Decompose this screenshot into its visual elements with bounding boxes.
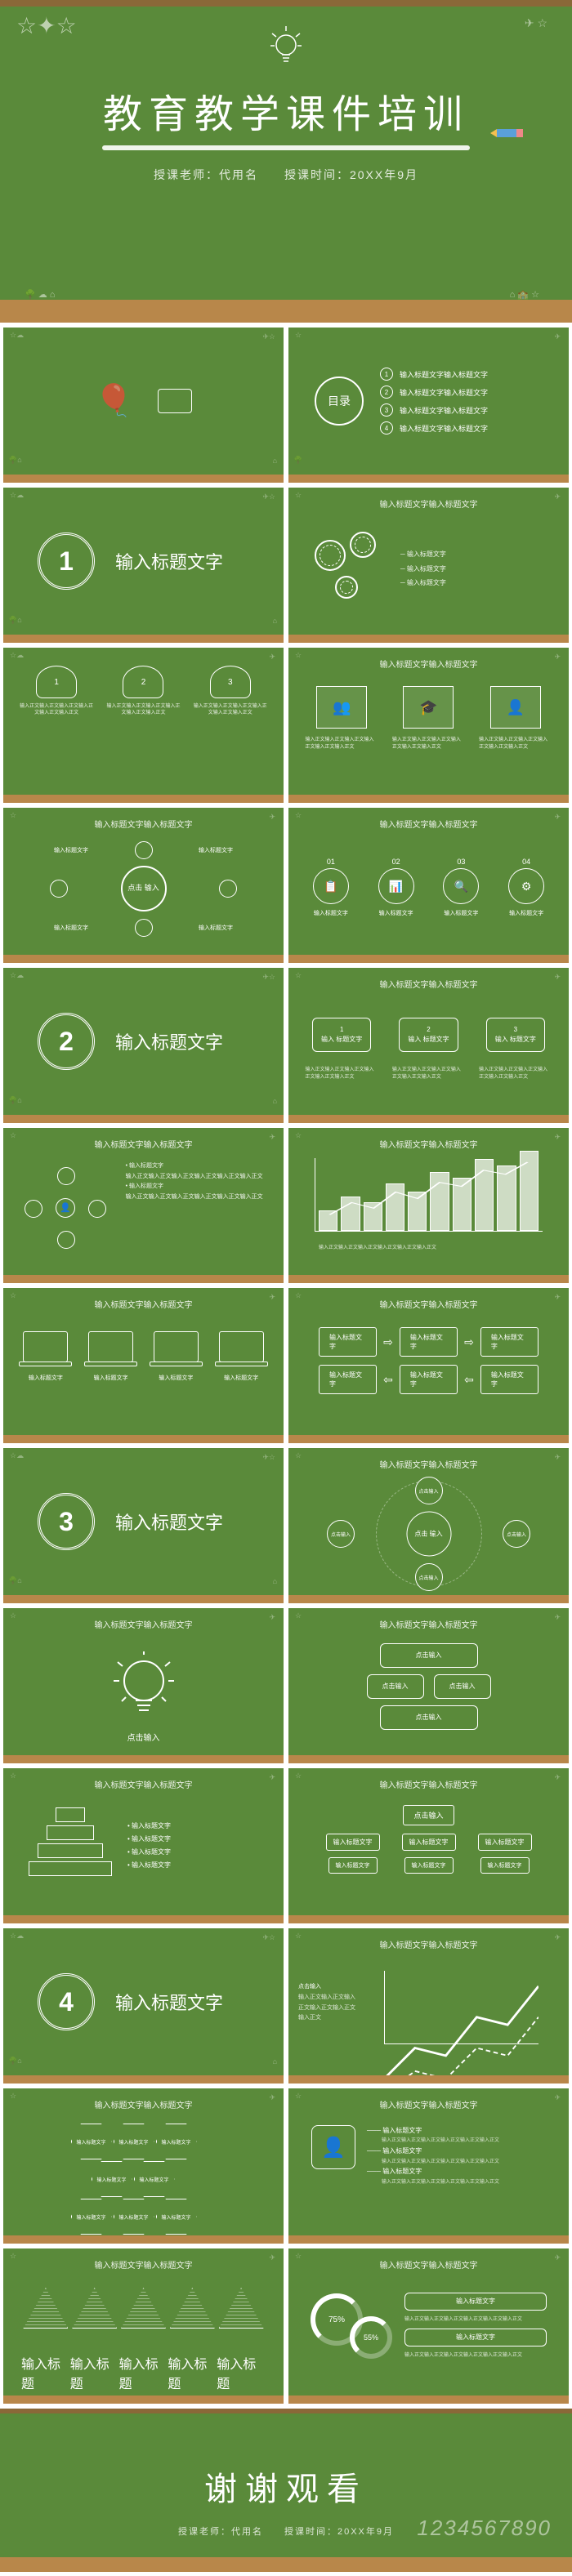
balloon-icon: 🎈 <box>95 383 133 419</box>
slide-triangles: ☆✈ 输入标题文字输入标题文字 输入标题输入标题输入标题输入标题输入标题 <box>3 2248 284 2404</box>
hero-slide: ☆✦☆ ✈ ☆ 教育教学课件培训 授课老师：代用名 授课时间：20XX年9月 🌳… <box>0 0 572 323</box>
network-icon: 👤 <box>25 1167 106 1249</box>
laptop-icon <box>219 1331 264 1362</box>
slide-header: 输入标题文字输入标题文字 <box>298 2258 559 2271</box>
slide-intro: ☆☁✈☆🌳⌂⌂ 🎈 <box>3 328 284 483</box>
hexagon-grid: 输入标题文字输入标题文字输入标题文字 输入标题文字输入标题文字 输入标题文字输入… <box>70 2123 217 2235</box>
slide-three-shapes: ☆☁✈ 1输入正文输入正文输入正文输入正文输入正文输入正文 2输入正文输入正文输… <box>3 648 284 803</box>
deco-hill-right: ⌂ 🏫 ☆ <box>510 289 539 300</box>
hero-title: 教育教学课件培训 <box>0 82 572 139</box>
slide-donuts: ☆✈ 输入标题文字输入标题文字 75% 55% 输入标题文字 输入正文输入正文输… <box>288 2248 569 2404</box>
section-title-text: 输入标题文字 <box>115 1509 223 1535</box>
slide-header: 输入标题文字输入标题文字 <box>298 1938 559 1950</box>
laptop-icon <box>154 1331 199 1362</box>
slide-header: 输入标题文字输入标题文字 <box>13 818 274 830</box>
slide-hierarchy: ☆✈ 输入标题文字输入标题文字 点击输入 输入标题文字 输入标题文字 输入标题文… <box>288 1768 569 1923</box>
slide-header: 输入标题文字输入标题文字 <box>298 497 559 510</box>
slide-3boxes: ☆✈ 输入标题文字输入标题文字 1输入 标题文字 2输入 标题文字 3输入 标题… <box>288 968 569 1123</box>
box-3: 3输入 标题文字 <box>486 1018 545 1052</box>
slide-header: 输入标题文字输入标题文字 <box>298 1618 559 1630</box>
slide-four-circles: ☆✈ 输入标题文字输入标题文字 01📋输入标题文字 02📊输入标题文字 03🔍输… <box>288 808 569 963</box>
section-title-text: 输入标题文字 <box>115 1989 223 2015</box>
slide-laptops: ☆✈ 输入标题文字输入标题文字 输入标题文字输入标题文字 输入标题文字输入标题文… <box>3 1288 284 1443</box>
slide-header: 输入标题文字输入标题文字 <box>298 1778 559 1790</box>
slide-flow: ☆✈ 输入标题文字输入标题文字 输入标题文字⇨输入标题文字⇨输入标题文字 输入标… <box>288 1288 569 1443</box>
laptop-icon <box>88 1331 133 1362</box>
deco-stars: ☆✦☆ <box>16 12 77 39</box>
footer-numbers: 1234567890 <box>417 2516 552 2541</box>
bar-chart <box>298 1158 559 1240</box>
deco-hill-left: 🌳 ☁ ⌂ <box>25 289 55 300</box>
slide-header: 输入标题文字输入标题文字 <box>298 978 559 990</box>
sq-1: 👥 <box>316 686 367 729</box>
line-chart <box>384 1971 538 2044</box>
slide-user-branch: ☆✈ 输入标题文字输入标题文字 👤 ─── 输入标题文字 输入正文输入正文输入正… <box>288 2088 569 2244</box>
shape-3: 3 <box>210 666 251 698</box>
hero-subtitle: 授课老师：代用名 授课时间：20XX年9月 <box>0 167 572 183</box>
slide-header: 输入标题文字输入标题文字 <box>13 2258 274 2271</box>
slide-header: 输入标题文字输入标题文字 <box>13 1618 274 1630</box>
slide-stack: ☆✈ 输入标题文字输入标题文字 点击输入 点击输入 点击输入 点击输入 <box>288 1608 569 1763</box>
sq-2: 🎓 <box>403 686 454 729</box>
shape-1: 1 <box>36 666 77 698</box>
lightbulb-icon <box>270 25 302 74</box>
slide-three-squares: ☆✈ 输入标题文字输入标题文字 👥 🎓 👤 输入正文输入正文输入正文输入正文输入… <box>288 648 569 803</box>
slide-section-3: ☆☁✈☆🌳⌂⌂ 3 输入标题文字 <box>3 1448 284 1603</box>
section-number: 4 <box>38 1973 95 2030</box>
slide-hexagons: ☆✈ 输入标题文字输入标题文字 输入标题文字输入标题文字输入标题文字 输入标题文… <box>3 2088 284 2244</box>
section-number: 2 <box>38 1013 95 1070</box>
laptop-icon <box>23 1331 68 1362</box>
gears-icon <box>311 532 384 605</box>
section-number: 1 <box>38 533 95 590</box>
sq-3: 👤 <box>490 686 541 729</box>
slide-header: 输入标题文字输入标题文字 <box>298 657 559 670</box>
slide-toc: ☆✈🌳 目录 1输入标题文字输入标题文字 2输入标题文字输入标题文字 3输入标题… <box>288 328 569 483</box>
slide-gears: ☆✈ 输入标题文字输入标题文字 ─ 输入标题文字 ─ 输入标题文字 ─ 输入标题… <box>288 488 569 643</box>
gear-branches: ─ 输入标题文字 ─ 输入标题文字 ─ 输入标题文字 <box>400 547 547 591</box>
slide-header: 输入标题文字输入标题文字 <box>298 2098 559 2110</box>
orbit-center: 点击 输入 <box>406 1512 451 1557</box>
slide-bulb: ☆✈ 输入标题文字输入标题文字 点击输入 <box>3 1608 284 1763</box>
slide-header: 输入标题文字输入标题文字 <box>298 1458 559 1470</box>
slide-line-chart: ☆✈ 输入标题文字输入标题文字 点击输入 输入正文输入正文输入正文输入正文输入正… <box>288 1928 569 2084</box>
section-number: 3 <box>38 1493 95 1550</box>
section-title-text: 输入标题文字 <box>115 548 223 574</box>
slide-header: 输入标题文字输入标题文字 <box>13 1778 274 1790</box>
slide-bar-chart: ☆✈ 输入标题文字输入标题文字 输入正文输入正文输入正文输入正文输入正文输入正文 <box>288 1128 569 1283</box>
slide-pyramid: ☆✈ 输入标题文字输入标题文字 • 输入标题文字 • 输入标题文字 • 输入标题… <box>3 1768 284 1923</box>
intro-box <box>158 389 192 413</box>
pencil-icon <box>490 127 523 135</box>
slide-grid: ☆☁✈☆🌳⌂⌂ 🎈 ☆✈🌳 目录 1输入标题文字输入标题文字 2输入标题文字输入… <box>0 323 572 2409</box>
shape-2: 2 <box>123 666 163 698</box>
slide-section-4: ☆☁✈☆🌳⌂⌂ 4 输入标题文字 <box>3 1928 284 2084</box>
footer-slide: 谢谢观看 授课老师：代用名 授课时间：20XX年9月 1234567890 <box>0 2409 572 2572</box>
box-1: 1输入 标题文字 <box>312 1018 371 1052</box>
slide-header: 输入标题文字输入标题文字 <box>298 818 559 830</box>
deco-plane: ✈ ☆ <box>525 16 547 30</box>
slide-orbit: ☆✈ 输入标题文字输入标题文字 点击 输入 点击输入 点击输入 点击输入 点击输… <box>288 1448 569 1603</box>
footer-title: 谢谢观看 <box>0 2462 572 2510</box>
toc-circle: 目录 <box>315 377 364 426</box>
slide-radial: ☆✈ 输入标题文字输入标题文字 点击 输入 输入标题文字 输入标题文字 输入标题… <box>3 808 284 963</box>
donut-2: 55% <box>350 2316 392 2359</box>
box-2: 2输入 标题文字 <box>399 1018 458 1052</box>
slide-section-2: ☆☁✈☆🌳⌂⌂ 2 输入标题文字 <box>3 968 284 1123</box>
pyramid-icon <box>25 1807 115 1885</box>
slide-header: 输入标题文字输入标题文字 <box>13 1138 274 1150</box>
section-title-text: 输入标题文字 <box>115 1028 223 1054</box>
slide-header: 输入标题文字输入标题文字 <box>13 2098 274 2110</box>
title-underline <box>102 145 470 150</box>
slide-header: 输入标题文字输入标题文字 <box>298 1138 559 1150</box>
slide-section-1: ☆☁✈☆🌳⌂⌂ 1 输入标题文字 <box>3 488 284 643</box>
slide-network: ☆✈ 输入标题文字输入标题文字 👤 • 输入标题文字输入正文输入正文输入正文输入… <box>3 1128 284 1283</box>
user-icon: 👤 <box>311 2125 355 2169</box>
slide-header: 输入标题文字输入标题文字 <box>298 1298 559 1310</box>
toc-list: 1输入标题文字输入标题文字 2输入标题文字输入标题文字 3输入标题文字输入标题文… <box>380 363 559 439</box>
slide-header: 输入标题文字输入标题文字 <box>13 1298 274 1310</box>
radial-center: 点击 输入 <box>121 866 167 911</box>
